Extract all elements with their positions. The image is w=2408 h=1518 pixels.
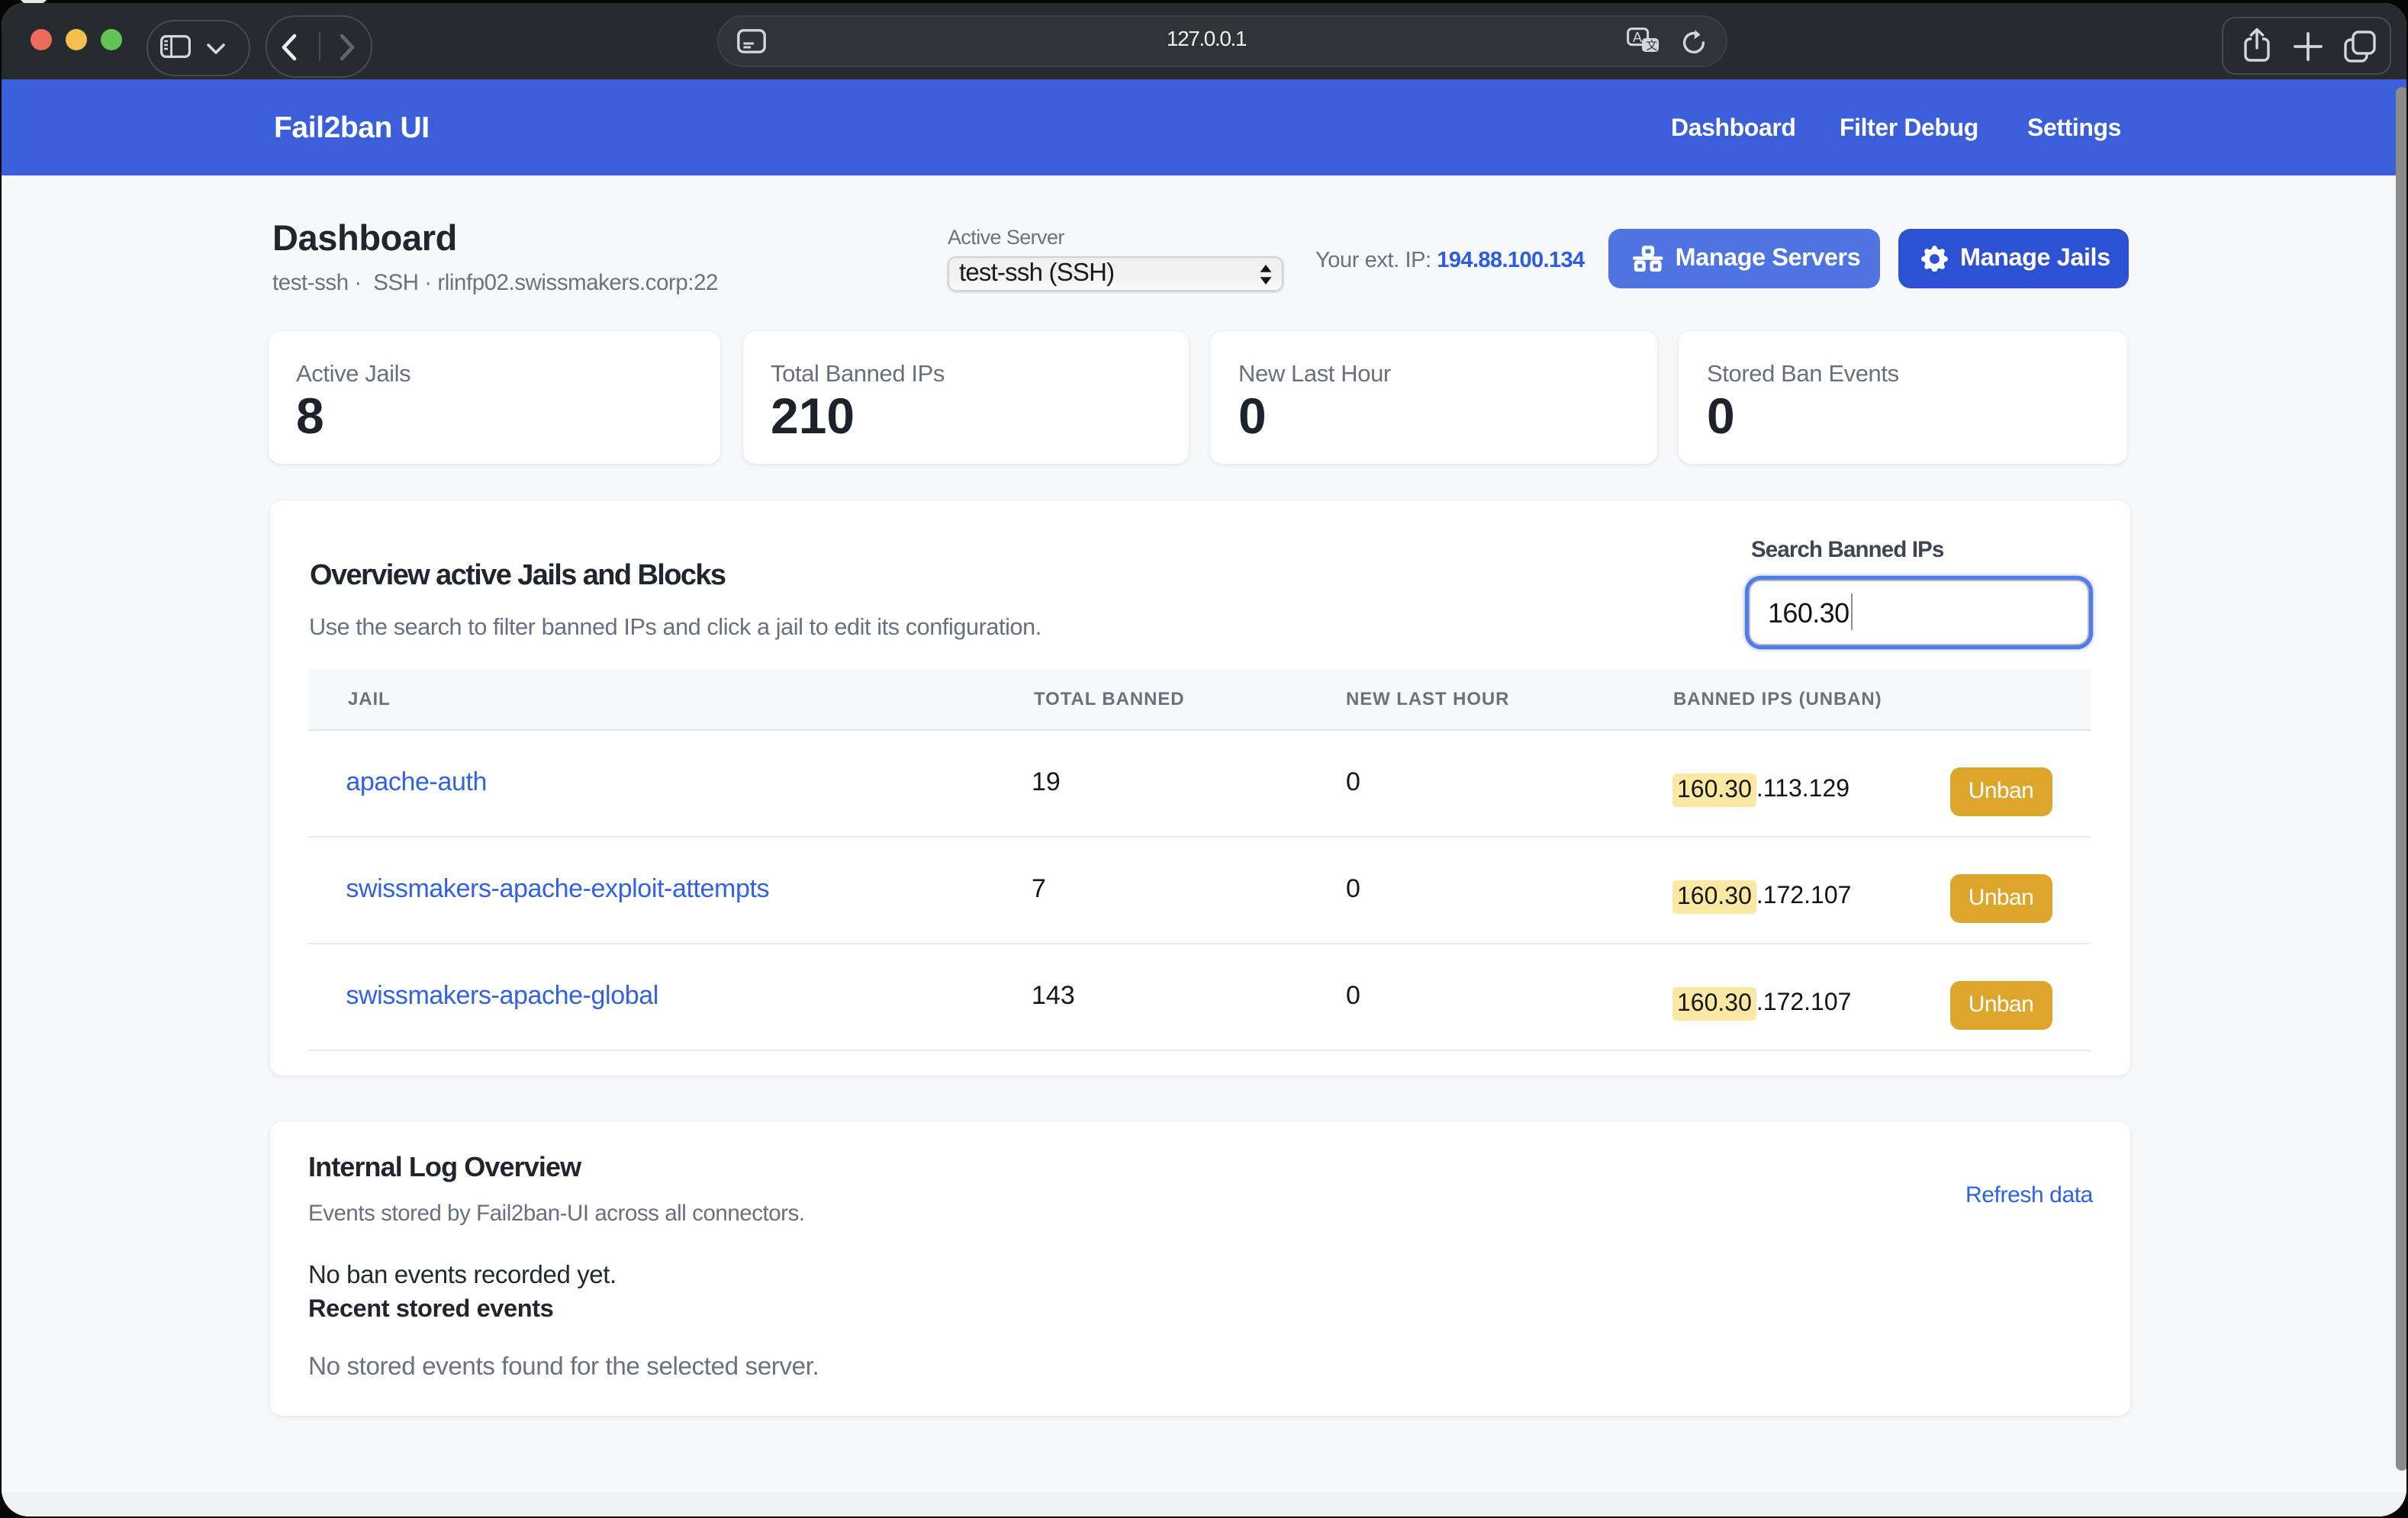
svg-text:文: 文: [1646, 39, 1657, 52]
svg-text:A: A: [1633, 29, 1642, 44]
